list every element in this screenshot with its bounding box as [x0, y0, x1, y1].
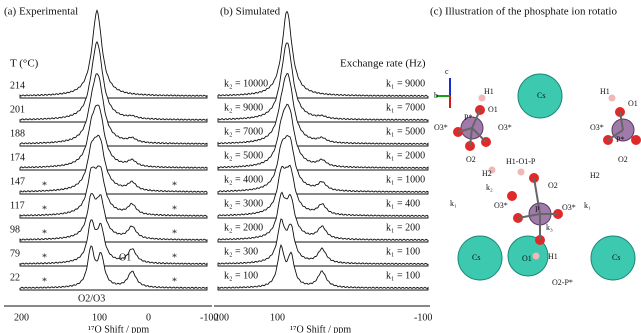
- x-tick-label: 0: [146, 312, 151, 323]
- rate-header: Exchange rate (Hz): [340, 58, 426, 70]
- asterisk: *: [42, 180, 47, 191]
- atom-label: O2-P*: [552, 278, 573, 287]
- atom-label: O3*: [494, 201, 508, 210]
- row-label: 188: [10, 128, 25, 139]
- atom-label: P*: [464, 113, 472, 122]
- rate-k2: k₂ = 3000: [224, 198, 263, 209]
- spectrum: [20, 246, 207, 290]
- o-atom: [507, 191, 517, 201]
- rate-k2: k₂ = 9000: [224, 102, 263, 113]
- rate-k2: k₂ = 4000: [224, 174, 263, 185]
- atom-label: k₂: [486, 183, 493, 192]
- atom-label: Cs: [472, 253, 480, 262]
- atom-label: O1: [522, 254, 532, 263]
- atom-label: k₁: [450, 199, 457, 208]
- row-label: 174: [10, 152, 25, 163]
- asterisk: *: [172, 252, 177, 263]
- peak-label: O1: [119, 252, 131, 263]
- figure: (a) Experimental T (°C) (b) Simulated Ex…: [0, 0, 641, 333]
- spectrum: [20, 220, 207, 266]
- atom-label: H1: [548, 252, 558, 261]
- row-label: 214: [10, 80, 25, 91]
- atom-label: P: [535, 205, 540, 214]
- rate-k2: k₂ = 2000: [224, 222, 263, 233]
- rate-k2: k₂ = 5000: [224, 150, 263, 161]
- panel-title: (a) Experimental: [4, 6, 78, 18]
- x-tick-label: 100: [270, 312, 285, 323]
- x-tick-label: 100: [92, 312, 107, 323]
- h-atom: [518, 169, 525, 176]
- rate-k2: k₂ = 10000: [224, 78, 268, 89]
- row-label: 117: [10, 200, 25, 211]
- atom-label: P*: [616, 135, 624, 144]
- atom-label: c: [445, 67, 449, 76]
- h-atom: [533, 253, 540, 260]
- atom-label: O3*: [498, 123, 512, 132]
- atom-label: b: [434, 91, 438, 100]
- row-label: 98: [10, 224, 20, 235]
- panel-c: CsH1O1O3*P*O2O3*H1-O1-PH2k₁k₂PO3*O3*O2k₁…: [434, 67, 641, 287]
- rate-k1: k₁ = 7000: [386, 102, 425, 113]
- asterisk: *: [42, 252, 47, 263]
- atom-label: H1: [600, 87, 610, 96]
- x-label: ¹⁷O Shift / ppm: [290, 324, 351, 333]
- rate-k1: k₁ = 2000: [386, 150, 425, 161]
- spectrum: [20, 10, 207, 98]
- row-label: 147: [10, 176, 25, 187]
- atom-label: O1: [488, 105, 498, 114]
- atom-label: O3*: [434, 123, 448, 132]
- atom-label: O2: [466, 155, 476, 164]
- atom-label: H1-O1-P: [506, 157, 536, 166]
- rate-k1: k₁ = 9000: [386, 78, 425, 89]
- row-label: 79: [10, 248, 20, 259]
- x-tick-label: 200: [14, 312, 29, 323]
- atom-label: O1: [628, 99, 638, 108]
- atom-label: H1: [484, 87, 494, 96]
- o-atom: [631, 135, 641, 145]
- atom-label: k₃: [546, 223, 553, 232]
- rate-k2: k₂ = 100: [224, 270, 258, 281]
- row-label: 201: [10, 104, 25, 115]
- row-header: T (°C): [10, 58, 39, 70]
- peak-label: O2/O3: [78, 293, 105, 304]
- rate-k1: k₁ = 1000: [386, 174, 425, 185]
- rate-k1: k₁ = 200: [386, 222, 420, 233]
- panel-title: (b) Simulated: [220, 6, 281, 18]
- x-label: ¹⁷O Shift / ppm: [88, 324, 149, 333]
- atom-label: Cs: [612, 253, 620, 262]
- asterisk: *: [172, 204, 177, 215]
- rate-k1: k₁ = 400: [386, 198, 420, 209]
- atom-label: Cs: [537, 91, 545, 100]
- atom-label: O2: [548, 181, 558, 190]
- rate-k1: k₁ = 5000: [386, 126, 425, 137]
- rate-k2: k₂ = 300: [224, 246, 258, 257]
- atom-label: O3*: [590, 123, 604, 132]
- spectrum: [20, 42, 207, 122]
- asterisk: *: [172, 180, 177, 191]
- asterisk: *: [42, 228, 47, 239]
- asterisk: *: [42, 276, 47, 287]
- x-tick-label: -100: [414, 312, 432, 323]
- rate-k1: k₁ = 100: [386, 246, 420, 257]
- atom-label: O3*: [562, 203, 576, 212]
- x-tick-label: 200: [214, 312, 229, 323]
- atom-label: O2: [618, 155, 628, 164]
- asterisk: *: [42, 204, 47, 215]
- asterisk: *: [172, 228, 177, 239]
- asterisk: *: [172, 276, 177, 287]
- panel-title: (c) Illustration of the phosphate ion ro…: [430, 6, 617, 18]
- rate-k2: k₂ = 7000: [224, 126, 263, 137]
- atom-label: H2: [482, 169, 492, 178]
- atom-label: k₁: [584, 201, 591, 210]
- row-label: 22: [10, 272, 20, 283]
- atom-label: H2: [590, 171, 600, 180]
- rate-k1: k₁ = 100: [386, 270, 420, 281]
